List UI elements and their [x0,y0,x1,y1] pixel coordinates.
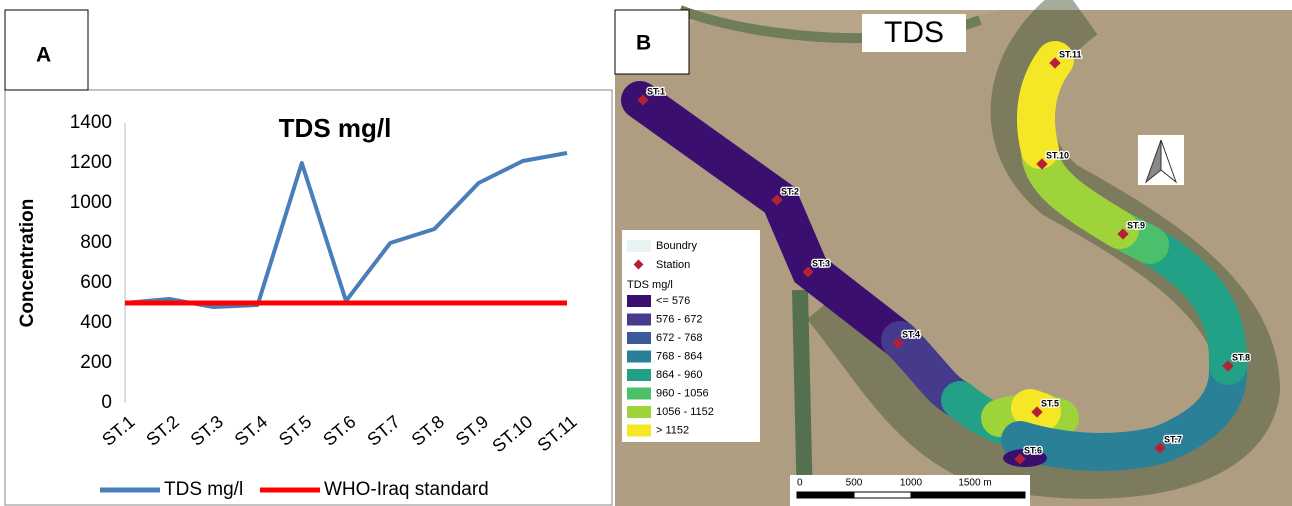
legend-label: WHO-Iraq standard [324,479,489,500]
legend-label: 864 - 960 [656,369,702,381]
y-tick-label: 1200 [70,152,112,173]
legend-swatch [627,314,651,326]
legend-swatch [627,369,651,381]
panel-label: A [36,44,51,67]
legend-swatch [627,295,651,307]
legend-heading: TDS mg/l [627,279,673,291]
map-title: TDS [884,16,944,49]
station-label: ST.1 [647,86,665,96]
y-tick-label: 800 [80,232,112,253]
y-axis-label: Concentration [17,199,38,328]
legend-swatch [627,351,651,363]
scale-label: 0 [797,478,803,489]
page: {"chart_data":{"type":"line","title":"TD… [0,0,1292,506]
y-tick-label: 1000 [70,192,112,213]
legend-swatch [627,425,651,437]
y-tick-label: 0 [101,392,112,413]
scale-label: 500 [846,478,863,489]
station-label: ST.8 [1232,352,1250,362]
station-label: ST.10 [1046,150,1069,160]
legend-label: Boundry [656,240,697,252]
station-label: ST.2 [781,186,799,196]
panel-label: B [636,32,651,55]
legend-label: 672 - 768 [656,332,702,344]
panel-b-label-box [615,10,689,74]
legend-swatch [627,332,651,344]
scale-bar [797,492,854,498]
station-label: ST.6 [1024,445,1042,455]
legend-label: 960 - 1056 [656,387,709,399]
station-label: ST.11 [1059,49,1082,59]
scale-bar [968,492,1025,498]
legend-label: 768 - 864 [656,350,702,362]
legend-label: > 1152 [656,424,689,436]
legend-boundary-swatch [627,240,651,252]
scale-label: 1500 m [958,478,991,489]
station-label: ST.7 [1164,434,1182,444]
legend-label: Station [656,259,690,271]
y-tick-label: 200 [80,352,112,373]
scale-label: 1000 [900,478,923,489]
station-label: ST.9 [1127,220,1145,230]
canal [800,290,805,506]
chart-title: TDS mg/l [279,113,392,143]
station-label: ST.5 [1041,398,1059,408]
north-arrow [1138,135,1184,185]
y-tick-label: 1400 [70,112,112,133]
y-tick-label: 400 [80,312,112,333]
legend-label: <= 576 [656,295,690,307]
figure: A TDS mg/l Concentration TDS B ST.1 ST.2 S… [0,0,1292,506]
legend-label: TDS mg/l [164,479,243,500]
station-label: ST.3 [812,258,830,268]
scale-bar [911,492,968,498]
map: TDS B ST.1 ST.2 ST.3 ST.4 ST.5 ST.6 ST.7 ST.8 ST… [615,10,1292,506]
scale-bar [854,492,911,498]
station-label: ST.4 [902,329,920,339]
y-tick-label: 600 [80,272,112,293]
legend-swatch [627,406,651,418]
legend-label: 576 - 672 [656,313,702,325]
legend-label: 1056 - 1152 [656,406,714,418]
river-tds [1036,60,1055,150]
legend-swatch [627,388,651,400]
